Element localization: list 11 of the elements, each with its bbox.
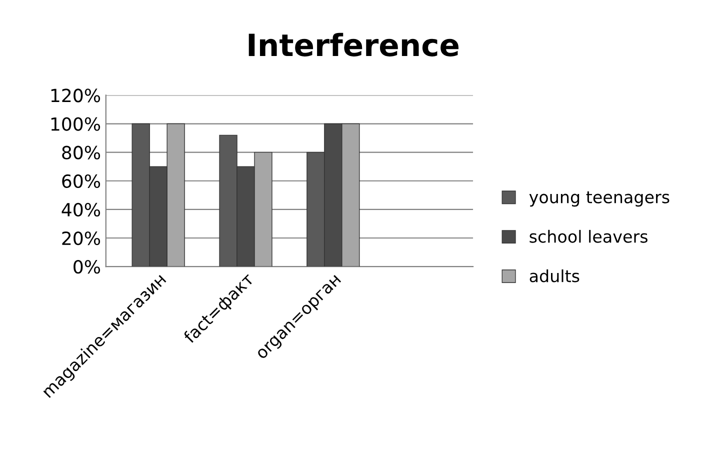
chart-title: Interference (248, 32, 458, 56)
y-tick-label: 20% (62, 231, 100, 246)
legend-label: adults (530, 269, 580, 282)
y-tick-label: 0% (74, 260, 100, 274)
y-tick-label: 60% (62, 174, 100, 188)
legend-label: school leavers (530, 230, 648, 243)
legend-label: young teenagers (529, 191, 670, 207)
y-tick-label: 100% (51, 117, 100, 131)
y-tick-label: 120% (51, 88, 100, 102)
y-tick-label: 40% (62, 202, 100, 217)
y-tick-label: 80% (62, 146, 100, 160)
